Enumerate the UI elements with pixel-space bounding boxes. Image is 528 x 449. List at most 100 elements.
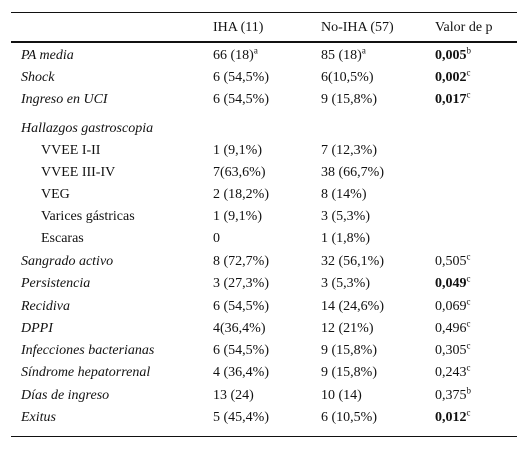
- table-row: Días de ingreso 13 (24) 10 (14) 0,375b: [11, 385, 517, 407]
- iha-cell-value: 0: [213, 231, 220, 246]
- row-label: VEG: [41, 187, 70, 202]
- iha-cell: 0: [213, 228, 220, 250]
- row-label: Shock: [21, 70, 55, 85]
- no-iha-cell-footnote-marker: a: [361, 45, 366, 56]
- iha-cell: 66 (18)a: [213, 45, 258, 67]
- no-iha-cell: 32 (56,1%): [321, 251, 384, 273]
- table-row: Shock 6 (54,5%) 6(10,5%) 0,002c: [11, 67, 517, 89]
- row-label: Ingreso en UCI: [21, 92, 108, 107]
- p-value-cell-footnote-marker: c: [466, 67, 471, 78]
- table-row: DPPI 4(36,4%) 12 (21%) 0,496c: [11, 318, 517, 340]
- row-label: Síndrome hepatorrenal: [21, 365, 151, 380]
- no-iha-cell-value: 3 (5,3%): [321, 209, 370, 224]
- no-iha-cell-value: 32 (56,1%): [321, 254, 384, 269]
- p-value-cell-footnote-marker: c: [466, 89, 471, 100]
- no-iha-cell-value: 7 (12,3%): [321, 143, 377, 158]
- row-label: Escaras: [41, 231, 84, 246]
- no-iha-cell: 8 (14%): [321, 184, 367, 206]
- p-value-cell-footnote-marker: c: [466, 407, 471, 418]
- iha-cell-value: 13 (24): [213, 388, 254, 403]
- no-iha-cell-value: 38 (66,7%): [321, 165, 384, 180]
- table-row: Varices gástricas 1 (9,1%) 3 (5,3%): [11, 206, 517, 228]
- iha-cell: 5 (45,4%): [213, 407, 269, 429]
- header-no-iha: No-IHA (57): [321, 20, 394, 35]
- p-value-cell-value: 0,017: [435, 92, 467, 107]
- p-value-cell-value: 0,049: [435, 276, 467, 291]
- p-value-cell: 0,505c: [435, 251, 471, 273]
- iha-cell: 6 (54,5%): [213, 296, 269, 318]
- row-label: PA media: [21, 48, 74, 63]
- p-value-cell-footnote-marker: b: [466, 385, 472, 396]
- iha-cell-value: 6 (54,5%): [213, 343, 269, 358]
- iha-cell: 7(63,6%): [213, 162, 266, 184]
- p-value-cell: 0,049c: [435, 273, 471, 295]
- p-value-cell-value: 0,505: [435, 254, 467, 269]
- no-iha-cell-value: 8 (14%): [321, 187, 367, 202]
- p-value-cell: 0,496c: [435, 318, 471, 340]
- no-iha-cell-value: 9 (15,8%): [321, 365, 377, 380]
- row-label: Sangrado activo: [21, 254, 114, 269]
- table-header-rule: [11, 41, 517, 43]
- row-label: VVEE I-II: [41, 143, 101, 158]
- table-row: VVEE III-IV 7(63,6%) 38 (66,7%): [11, 162, 517, 184]
- iha-cell: 6 (54,5%): [213, 340, 269, 362]
- p-value-cell-footnote-marker: c: [466, 251, 471, 262]
- header-p-value: Valor de p: [435, 20, 493, 35]
- table-row: Sangrado activo 8 (72,7%) 32 (56,1%) 0,505c: [11, 251, 517, 273]
- table-row: Síndrome hepatorrenal 4 (36,4%) 9 (15,8%) 0…: [11, 362, 517, 384]
- table-row: Persistencia 3 (27,3%) 3 (5,3%) 0,049c: [11, 273, 517, 295]
- no-iha-cell-value: 1 (1,8%): [321, 231, 370, 246]
- no-iha-cell: 1 (1,8%): [321, 228, 370, 250]
- iha-cell: 1 (9,1%): [213, 140, 262, 162]
- table-row: VVEE I-II 1 (9,1%) 7 (12,3%): [11, 140, 517, 162]
- p-value-cell: 0,005b: [435, 45, 471, 67]
- p-value-cell-value: 0,069: [435, 299, 467, 314]
- row-label: Exitus: [21, 410, 56, 425]
- iha-cell: 1 (9,1%): [213, 206, 262, 228]
- iha-cell-value: 6 (54,5%): [213, 70, 269, 85]
- no-iha-cell: 3 (5,3%): [321, 206, 370, 228]
- table-row: Recidiva 6 (54,5%) 14 (24,6%) 0,069c: [11, 296, 517, 318]
- iha-cell-value: 6 (54,5%): [213, 92, 269, 107]
- p-value-cell: 0,017c: [435, 89, 471, 111]
- iha-cell-value: 5 (45,4%): [213, 410, 269, 425]
- iha-cell-footnote-marker: a: [253, 45, 258, 56]
- p-value-cell: 0,069c: [435, 296, 471, 318]
- no-iha-cell: 9 (15,8%): [321, 362, 377, 384]
- iha-cell-value: 66 (18): [213, 48, 254, 63]
- iha-cell-value: 7(63,6%): [213, 165, 266, 180]
- table-header-row: IHA (11) No-IHA (57) Valor de p: [11, 17, 517, 39]
- p-value-cell-footnote-marker: b: [466, 45, 472, 56]
- no-iha-cell-value: 3 (5,3%): [321, 276, 370, 291]
- no-iha-cell: 9 (15,8%): [321, 340, 377, 362]
- iha-cell-value: 2 (18,2%): [213, 187, 269, 202]
- header-iha: IHA (11): [213, 20, 264, 35]
- no-iha-cell-value: 6 (10,5%): [321, 410, 377, 425]
- iha-cell-value: 1 (9,1%): [213, 209, 262, 224]
- iha-cell: 13 (24): [213, 385, 254, 407]
- no-iha-cell: 6(10,5%): [321, 67, 374, 89]
- iha-cell-value: 3 (27,3%): [213, 276, 269, 291]
- p-value-cell-footnote-marker: c: [466, 318, 471, 329]
- iha-cell-value: 4(36,4%): [213, 321, 266, 336]
- iha-cell-value: 1 (9,1%): [213, 143, 262, 158]
- table-row: Hallazgos gastroscopia: [11, 118, 517, 140]
- p-value-cell: 0,375b: [435, 385, 471, 407]
- no-iha-cell: 85 (18)a: [321, 45, 366, 67]
- p-value-cell-value: 0,012: [435, 410, 467, 425]
- p-value-cell-value: 0,243: [435, 365, 467, 380]
- no-iha-cell: 3 (5,3%): [321, 273, 370, 295]
- no-iha-cell-value: 85 (18): [321, 48, 362, 63]
- p-value-cell: 0,002c: [435, 67, 471, 89]
- iha-cell: 6 (54,5%): [213, 67, 269, 89]
- p-value-cell-footnote-marker: c: [466, 273, 471, 284]
- table-top-rule: [11, 12, 517, 13]
- table-row: PA media 66 (18)a 85 (18)a 0,005b: [11, 45, 517, 67]
- p-value-cell-footnote-marker: c: [466, 340, 471, 351]
- table-row: Ingreso en UCI 6 (54,5%) 9 (15,8%) 0,017c: [11, 89, 517, 111]
- no-iha-cell: 38 (66,7%): [321, 162, 384, 184]
- iha-cell: 3 (27,3%): [213, 273, 269, 295]
- iha-cell: 4 (36,4%): [213, 362, 269, 384]
- iha-cell-value: 8 (72,7%): [213, 254, 269, 269]
- p-value-cell-value: 0,496: [435, 321, 467, 336]
